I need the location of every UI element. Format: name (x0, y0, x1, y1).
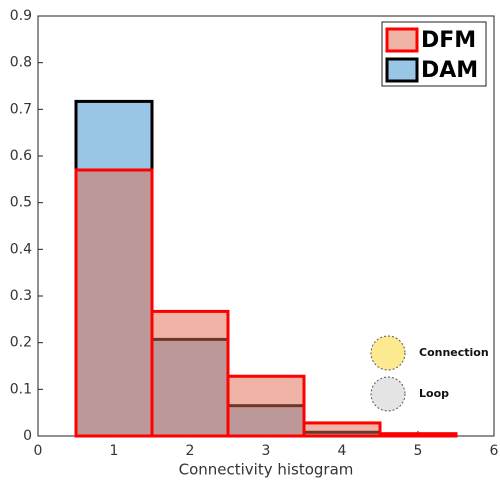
y-tick-label: 0.7 (10, 101, 32, 117)
x-tick-label: 1 (110, 443, 119, 459)
x-tick-label: 5 (414, 443, 423, 459)
y-tick-label: 0.3 (10, 288, 32, 304)
y-tick-label: 0 (23, 428, 32, 444)
bar (378, 432, 458, 438)
x-tick-label: 4 (338, 443, 347, 459)
annotation-icon (370, 335, 406, 371)
bar (74, 168, 154, 438)
x-tick-label: 3 (262, 443, 271, 459)
y-tick-label: 0.1 (10, 381, 32, 397)
y-tick-label: 0.2 (10, 335, 32, 351)
y-tick-label: 0.5 (10, 195, 32, 211)
legend-label: DFM (421, 28, 476, 53)
x-axis-label: Connectivity histogram (179, 461, 354, 479)
x-tick-label: 0 (34, 443, 43, 459)
legend-swatch (385, 57, 419, 83)
x-tick-label: 2 (186, 443, 195, 459)
y-tick-label: 0.9 (10, 8, 32, 24)
x-tick-label: 6 (490, 443, 499, 459)
y-tick-label: 0.8 (10, 55, 32, 71)
bar (226, 374, 306, 438)
y-tick-label: 0.6 (10, 148, 32, 164)
bar (302, 421, 382, 438)
y-tick-label: 0.4 (10, 241, 32, 257)
legend-label: DAM (421, 58, 478, 83)
annotation-label: Connection (419, 346, 489, 359)
annotation-icon (370, 376, 406, 412)
bar (150, 309, 230, 438)
annotation-label: Loop (419, 387, 449, 400)
legend-swatch (385, 27, 419, 53)
